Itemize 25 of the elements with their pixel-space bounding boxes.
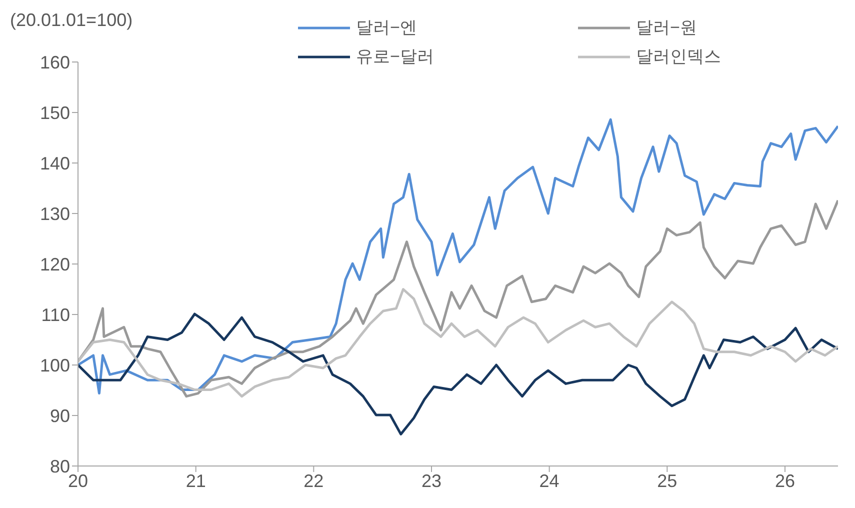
x-tick-label: 21 <box>186 470 206 491</box>
y-tick-label: 160 <box>40 52 70 72</box>
line-series <box>78 199 838 398</box>
x-tick-label: 24 <box>539 470 560 491</box>
y-tick-label: 80 <box>50 456 70 476</box>
x-tick-label: 23 <box>421 470 442 491</box>
y-tick-label: 130 <box>40 204 70 224</box>
y-tick-label: 100 <box>40 355 70 376</box>
legend-label: 유로−달러 <box>356 46 434 68</box>
y-tick-label: 150 <box>40 102 70 123</box>
line-series <box>78 288 838 398</box>
x-tick-label: 20 <box>68 470 88 491</box>
line-series <box>78 118 838 395</box>
y-tick-label: 90 <box>50 406 70 426</box>
x-tick-label: 22 <box>304 470 324 491</box>
x-tick-label: 25 <box>657 470 678 491</box>
legend-label: 달러−엔 <box>356 17 417 39</box>
legend-label: 달러인덱스 <box>636 46 721 68</box>
y-tick-label: 120 <box>40 254 70 274</box>
y-tick-label: 110 <box>41 304 70 325</box>
x-tick-label: 26 <box>774 470 795 491</box>
line-series <box>78 312 838 436</box>
legend-label: 달러−원 <box>636 17 697 39</box>
y-axis-title: (20.01.01=100) <box>10 10 133 31</box>
y-tick-label: 140 <box>40 153 70 174</box>
